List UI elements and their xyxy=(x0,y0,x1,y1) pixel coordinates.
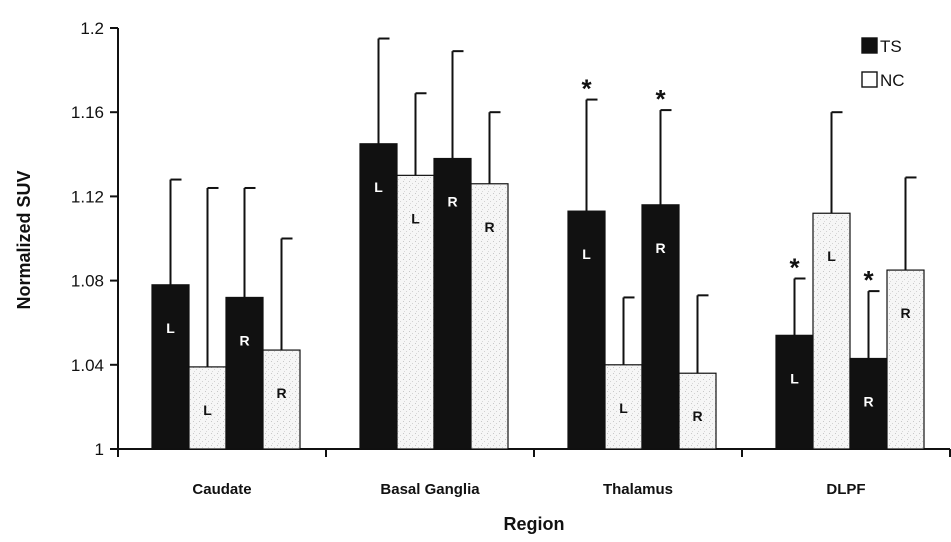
bar-nc xyxy=(886,269,925,450)
bar-nc xyxy=(678,372,717,450)
bar-side-label: L xyxy=(790,370,799,386)
x-axis xyxy=(117,448,951,457)
bar-side-label: R xyxy=(655,240,665,256)
significance-marker: * xyxy=(581,74,592,104)
legend-swatch-ts xyxy=(861,37,878,54)
category-label: Caudate xyxy=(192,481,251,498)
significance-marker: * xyxy=(863,265,874,295)
y-axis: 1 1.04 1.08 1.12 1.16 1.2 xyxy=(71,19,119,459)
category-label: Thalamus xyxy=(603,481,673,498)
bar-nc xyxy=(396,174,435,450)
bar-side-label: R xyxy=(692,408,702,424)
bar-side-label: L xyxy=(166,320,175,336)
bar-ts xyxy=(225,296,264,450)
y-tick-label: 1 xyxy=(95,440,104,459)
legend: TS NC xyxy=(861,37,905,90)
significance-marker: * xyxy=(789,252,800,282)
legend-swatch-nc xyxy=(861,71,878,88)
y-tick-label: 1.2 xyxy=(80,19,104,38)
category-labels: Caudate Basal Ganglia Thalamus DLPF xyxy=(192,481,865,498)
bar-side-label: L xyxy=(411,210,420,226)
bar-side-label: R xyxy=(863,393,873,409)
bar-nc xyxy=(188,366,227,450)
bar-side-label: R xyxy=(484,219,494,235)
y-tick-label: 1.12 xyxy=(71,187,104,206)
category-label: Basal Ganglia xyxy=(380,481,480,498)
bar-ts xyxy=(151,284,190,450)
bar-side-label: L xyxy=(827,248,836,264)
x-axis-title: Region xyxy=(504,514,565,534)
bars: L L R R L L R R L * L R * R L * L R * R xyxy=(151,37,925,450)
bar-side-label: R xyxy=(276,385,286,401)
y-tick-label: 1.16 xyxy=(71,103,104,122)
bar-side-label: R xyxy=(900,305,910,321)
y-tick-label: 1.08 xyxy=(71,272,104,291)
bar-side-label: R xyxy=(239,332,249,348)
bar-ts xyxy=(359,143,398,450)
bar-nc xyxy=(470,183,509,450)
bar-side-label: L xyxy=(619,400,628,416)
bar-side-label: L xyxy=(374,179,383,195)
bar-side-label: L xyxy=(582,246,591,262)
bar-ts xyxy=(641,204,680,450)
bar-side-label: L xyxy=(203,402,212,418)
bar-side-label: R xyxy=(447,194,457,210)
significance-marker: * xyxy=(655,84,666,114)
bar-ts xyxy=(849,357,888,450)
category-label: DLPF xyxy=(826,481,865,498)
bar-nc xyxy=(812,212,851,450)
bar-ts xyxy=(433,157,472,450)
bar-ts xyxy=(775,334,814,450)
legend-label: NC xyxy=(880,71,905,90)
bar-ts xyxy=(567,210,606,450)
bar-nc xyxy=(604,364,643,450)
y-tick-label: 1.04 xyxy=(71,356,104,375)
y-axis-title: Normalized SUV xyxy=(14,170,34,309)
legend-label: TS xyxy=(880,37,902,56)
bar-nc xyxy=(262,349,301,450)
